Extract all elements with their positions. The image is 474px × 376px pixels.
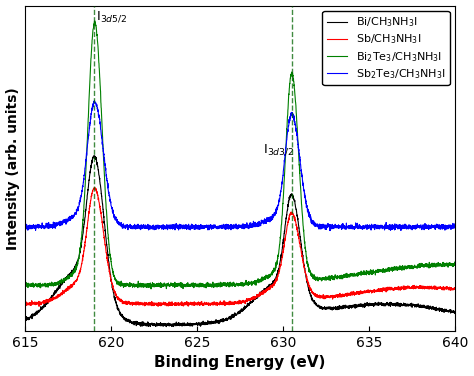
- Bi$_2$Te$_3$/CH$_3$NH$_3$I: [398, 264, 403, 269]
- Bi/CH$_3$NH$_3$I: [164, 324, 169, 329]
- Sb$_2$Te$_3$/CH$_3$NH$_3$I: [97, 120, 103, 124]
- Sb$_2$Te$_3$/CH$_3$NH$_3$I: [398, 224, 403, 228]
- X-axis label: Binding Energy (eV): Binding Energy (eV): [155, 355, 326, 370]
- Bi$_2$Te$_3$/CH$_3$NH$_3$I: [188, 284, 193, 288]
- Bi/CH$_3$NH$_3$I: [452, 309, 458, 314]
- Sb/CH$_3$NH$_3$I: [188, 300, 193, 305]
- Bi/CH$_3$NH$_3$I: [398, 302, 403, 306]
- Y-axis label: Intensity (arb. units): Intensity (arb. units): [6, 87, 19, 250]
- Sb/CH$_3$NH$_3$I: [206, 303, 212, 308]
- Sb$_2$Te$_3$/CH$_3$NH$_3$I: [91, 99, 97, 103]
- Line: Sb/CH$_3$NH$_3$I: Sb/CH$_3$NH$_3$I: [25, 188, 455, 306]
- Sb/CH$_3$NH$_3$I: [36, 304, 42, 309]
- Bi$_2$Te$_3$/CH$_3$NH$_3$I: [444, 262, 450, 267]
- Text: I$_{3d3/2}$: I$_{3d3/2}$: [263, 142, 294, 157]
- Line: Bi/CH$_3$NH$_3$I: Bi/CH$_3$NH$_3$I: [25, 156, 455, 327]
- Bi/CH$_3$NH$_3$I: [91, 153, 97, 158]
- Bi$_2$Te$_3$/CH$_3$NH$_3$I: [452, 261, 458, 265]
- Bi/CH$_3$NH$_3$I: [71, 267, 77, 271]
- Bi/CH$_3$NH$_3$I: [188, 321, 193, 326]
- Bi$_2$Te$_3$/CH$_3$NH$_3$I: [148, 287, 154, 291]
- Bi/CH$_3$NH$_3$I: [206, 321, 212, 325]
- Sb/CH$_3$NH$_3$I: [452, 286, 458, 291]
- Sb/CH$_3$NH$_3$I: [92, 185, 98, 190]
- Sb/CH$_3$NH$_3$I: [72, 282, 77, 286]
- Sb$_2$Te$_3$/CH$_3$NH$_3$I: [206, 226, 212, 230]
- Sb/CH$_3$NH$_3$I: [398, 285, 403, 290]
- Sb/CH$_3$NH$_3$I: [444, 285, 450, 290]
- Sb$_2$Te$_3$/CH$_3$NH$_3$I: [71, 214, 77, 218]
- Sb$_2$Te$_3$/CH$_3$NH$_3$I: [187, 225, 193, 229]
- Sb/CH$_3$NH$_3$I: [22, 302, 28, 306]
- Sb$_2$Te$_3$/CH$_3$NH$_3$I: [452, 225, 458, 230]
- Sb$_2$Te$_3$/CH$_3$NH$_3$I: [327, 228, 333, 233]
- Bi$_2$Te$_3$/CH$_3$NH$_3$I: [206, 281, 212, 286]
- Bi/CH$_3$NH$_3$I: [444, 309, 450, 313]
- Sb$_2$Te$_3$/CH$_3$NH$_3$I: [22, 224, 28, 229]
- Sb/CH$_3$NH$_3$I: [97, 204, 103, 208]
- Bi$_2$Te$_3$/CH$_3$NH$_3$I: [97, 77, 103, 81]
- Bi/CH$_3$NH$_3$I: [22, 317, 28, 321]
- Bi$_2$Te$_3$/CH$_3$NH$_3$I: [71, 270, 77, 275]
- Line: Sb$_2$Te$_3$/CH$_3$NH$_3$I: Sb$_2$Te$_3$/CH$_3$NH$_3$I: [25, 101, 455, 230]
- Bi/CH$_3$NH$_3$I: [97, 180, 103, 184]
- Line: Bi$_2$Te$_3$/CH$_3$NH$_3$I: Bi$_2$Te$_3$/CH$_3$NH$_3$I: [25, 21, 455, 289]
- Text: I$_{3d5/2}$: I$_{3d5/2}$: [96, 9, 127, 24]
- Legend: Bi/CH$_3$NH$_3$I, Sb/CH$_3$NH$_3$I, Bi$_2$Te$_3$/CH$_3$NH$_3$I, Sb$_2$Te$_3$/CH$: Bi/CH$_3$NH$_3$I, Sb/CH$_3$NH$_3$I, Bi$_…: [322, 11, 450, 85]
- Bi$_2$Te$_3$/CH$_3$NH$_3$I: [22, 283, 28, 287]
- Sb$_2$Te$_3$/CH$_3$NH$_3$I: [444, 224, 450, 228]
- Bi$_2$Te$_3$/CH$_3$NH$_3$I: [92, 18, 98, 23]
